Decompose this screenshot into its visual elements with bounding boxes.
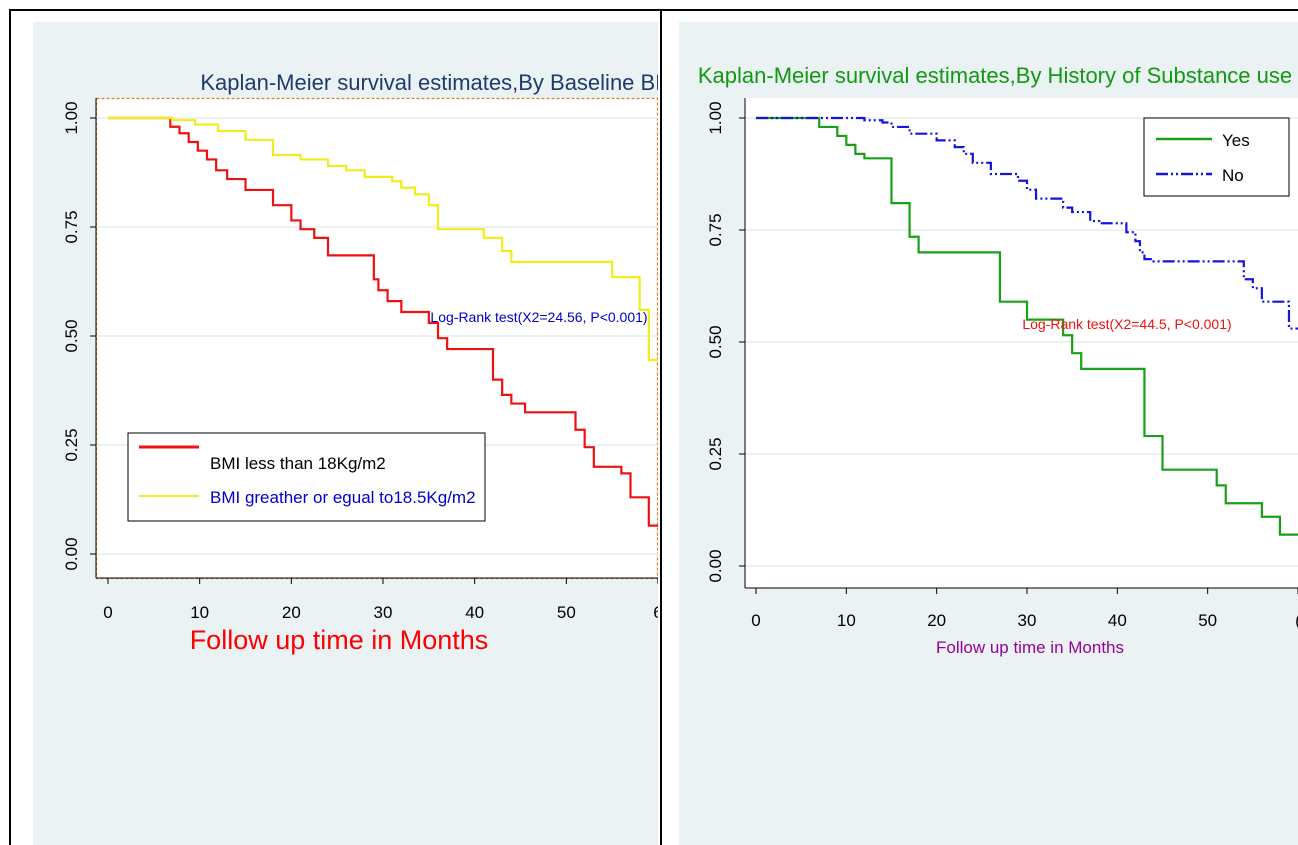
axes (739, 98, 1298, 594)
x-tick-label: 50 (557, 603, 576, 622)
x-tick-label: 50 (1198, 611, 1217, 630)
legend-box (1143, 117, 1290, 197)
chart-panel-bmi: 0.00 0.25 0.50 0.75 1.00 0 10 20 30 40 50 6 Kaplan… (33, 22, 658, 845)
x-tick-labels: 0 10 20 30 40 50 6 (103, 603, 658, 622)
x-tick-label: 6 (653, 603, 658, 622)
x-tick-label: 0 (103, 603, 112, 622)
y-tick-label: 0.25 (62, 428, 81, 461)
x-axis-label: Follow up time in Months (190, 625, 489, 655)
y-tick-label: 0.25 (706, 437, 725, 470)
x-tick-label: 40 (465, 603, 484, 622)
chart-title: Kaplan-Meier survival estimates,By Histo… (698, 63, 1292, 88)
legend-label-no: No (1222, 166, 1244, 185)
log-rank-annotation: Log-Rank test(X2=44.5, P<0.001) (1022, 316, 1231, 332)
x-tick-label: 30 (374, 603, 393, 622)
x-tick-label: ( (1295, 611, 1298, 630)
x-tick-label: 20 (927, 611, 946, 630)
legend-label-bmi-normal: BMI greather or egual to18.5Kg/m2 (210, 488, 476, 507)
chart-bmi: 0.00 0.25 0.50 0.75 1.00 0 10 20 30 40 50 6 Kaplan… (62, 70, 658, 655)
x-tick-label: 0 (751, 611, 760, 630)
x-tick-label: 10 (837, 611, 856, 630)
y-tick-labels: 0.00 0.25 0.50 0.75 1.00 (706, 101, 725, 582)
y-tick-labels: 0.00 0.25 0.50 0.75 1.00 (62, 101, 81, 570)
x-axis-label: Follow up time in Months (936, 638, 1124, 657)
survival-curves (756, 116, 1298, 536)
survival-curve-a (756, 116, 1298, 536)
column-divider (660, 9, 662, 845)
chart-title: Kaplan-Meier survival estimates,By Basel… (200, 70, 658, 95)
y-tick-label: 0.50 (706, 325, 725, 358)
chart-substance: 0.00 0.25 0.50 0.75 1.00 0 10 20 30 40 50 ( Kaplan… (698, 63, 1298, 657)
x-tick-label: 10 (190, 603, 209, 622)
survival-curve-b (756, 116, 1298, 330)
x-tick-label: 40 (1108, 611, 1127, 630)
y-tick-label: 0.75 (706, 213, 725, 246)
y-tick-label: 0.00 (706, 549, 725, 582)
y-tick-label: 1.00 (62, 101, 81, 134)
axes (90, 98, 658, 584)
y-tick-label: 0.50 (62, 319, 81, 352)
x-tick-label: 30 (1018, 611, 1037, 630)
log-rank-annotation: Log-Rank test(X2=24.56, P<0.001) (430, 309, 647, 325)
survival-curve-b (108, 116, 658, 362)
chart-panel-substance: 0.00 0.25 0.50 0.75 1.00 0 10 20 30 40 50 ( Kaplan… (679, 22, 1298, 845)
table-frame (9, 9, 1298, 845)
legend-label-bmi-low: BMI less than 18Kg/m2 (210, 454, 386, 473)
y-tick-label: 0.00 (62, 537, 81, 570)
survival-curves (108, 116, 658, 527)
x-tick-labels: 0 10 20 30 40 50 ( (751, 611, 1298, 630)
x-tick-label: 20 (282, 603, 301, 622)
legend: Yes No (1143, 117, 1290, 197)
legend-label-yes: Yes (1222, 131, 1250, 150)
survival-curve-a (108, 116, 658, 527)
y-tick-label: 0.75 (62, 210, 81, 243)
legend: BMI less than 18Kg/m2 BMI greather or eg… (127, 432, 486, 522)
y-tick-label: 1.00 (706, 101, 725, 134)
